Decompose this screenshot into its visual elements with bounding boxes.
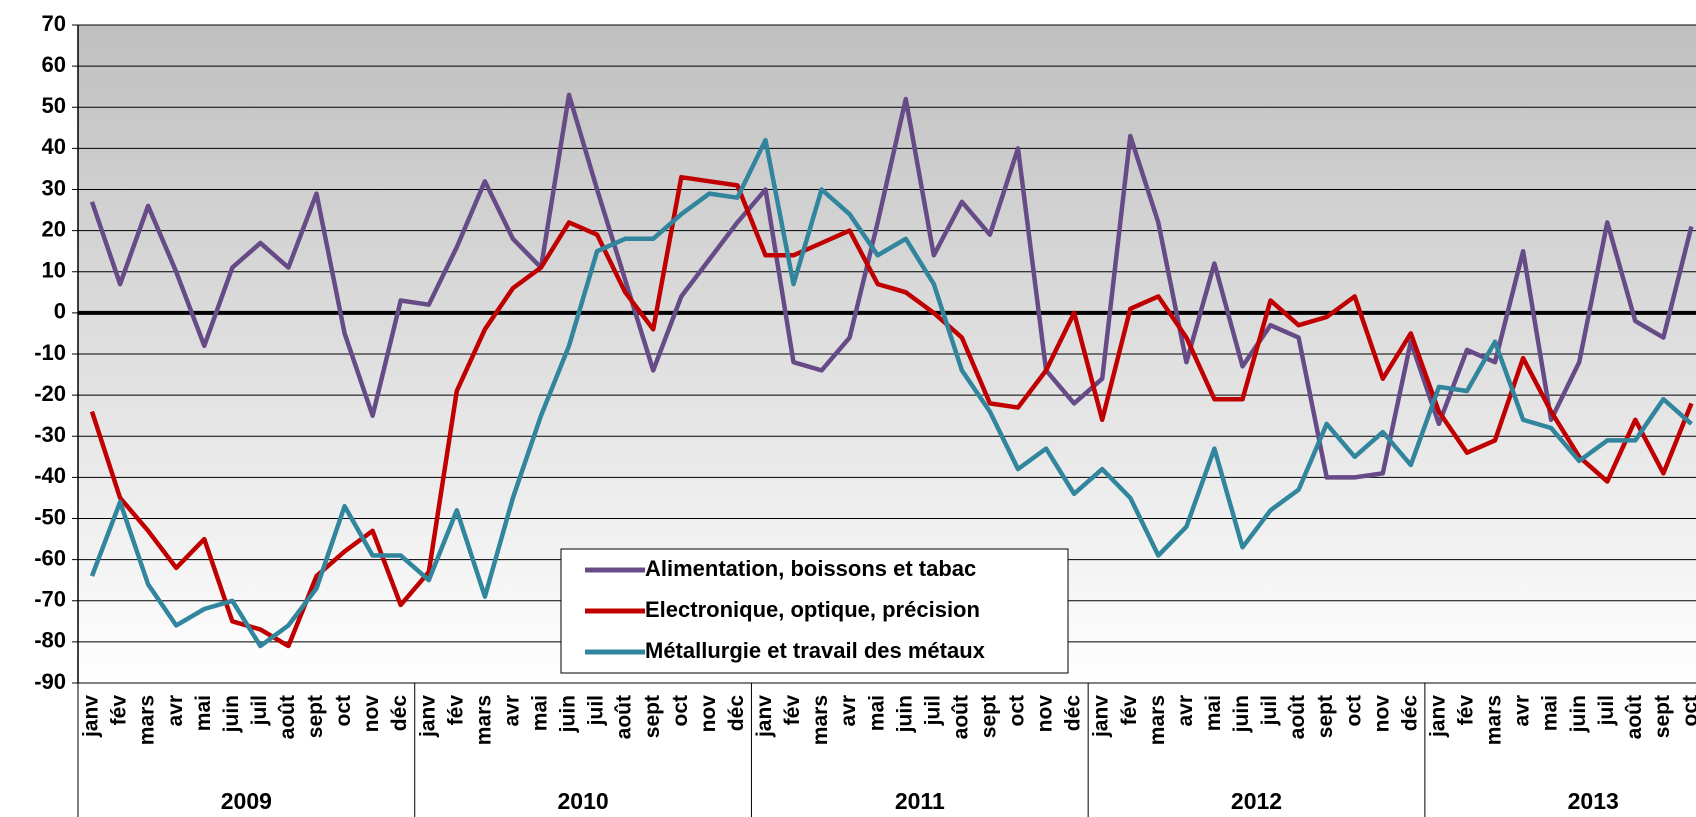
- x-tick-label: mai: [529, 695, 552, 731]
- x-tick-label: mai: [192, 695, 215, 731]
- x-tick-label: juin: [557, 695, 580, 733]
- y-tick-label: 60: [42, 52, 66, 77]
- y-tick-label: -60: [34, 545, 66, 570]
- x-tick-label: déc: [1062, 695, 1085, 732]
- y-tick-label: -40: [34, 463, 66, 488]
- x-tick-label: sept: [1651, 695, 1674, 738]
- y-tick-label: 20: [42, 216, 66, 241]
- series-line: [89, 92, 1694, 480]
- x-tick-label: juin: [1230, 695, 1253, 733]
- y-tick-label: -80: [34, 628, 66, 653]
- x-tick-label: juil: [1595, 695, 1618, 726]
- x-tick-label: avr: [1511, 695, 1534, 727]
- x-tick-label: août: [276, 695, 299, 739]
- x-tick-label: fév: [444, 695, 467, 726]
- x-tick-label: juil: [1258, 695, 1281, 726]
- group-label: 2013: [1568, 788, 1619, 814]
- group-label: 2012: [1231, 788, 1282, 814]
- x-tick-label: sept: [1314, 695, 1337, 738]
- x-tick-label: sept: [977, 695, 1000, 738]
- x-tick-label: nov: [1034, 695, 1057, 733]
- x-tick-label: oct: [1679, 695, 1696, 727]
- series-line: [89, 137, 1693, 649]
- x-tick-label: avr: [164, 695, 187, 727]
- y-tick-label: -10: [34, 340, 66, 365]
- x-tick-label: avr: [1174, 695, 1197, 727]
- x-tick-label: fév: [1455, 695, 1478, 726]
- x-tick-label: déc: [388, 695, 411, 732]
- x-tick-label: août: [1286, 695, 1309, 739]
- group-label: 2010: [557, 788, 608, 814]
- y-tick-label: 0: [54, 299, 66, 324]
- x-tick-label: oct: [1006, 695, 1029, 727]
- x-tick-label: janv: [1090, 695, 1113, 738]
- x-tick-label: juin: [220, 695, 243, 733]
- y-tick-label: 40: [42, 134, 66, 159]
- x-tick-label: mars: [472, 695, 495, 745]
- x-tick-label: oct: [1342, 695, 1365, 727]
- x-tick-label: fév: [108, 695, 131, 726]
- group-label: 2011: [895, 788, 945, 814]
- y-tick-label: -20: [34, 381, 66, 406]
- legend-box: [560, 548, 1069, 674]
- x-tick-label: mars: [1483, 695, 1506, 745]
- x-tick-label: mai: [1202, 695, 1225, 731]
- y-tick-label: -30: [34, 422, 66, 447]
- x-tick-label: fév: [781, 695, 804, 726]
- y-tick-label: 50: [42, 93, 66, 118]
- x-tick-label: juil: [585, 695, 608, 726]
- y-tick-label: 30: [42, 175, 66, 200]
- x-tick-label: oct: [332, 695, 355, 727]
- x-tick-label: mars: [809, 695, 832, 745]
- x-tick-label: août: [1623, 695, 1646, 739]
- x-tick-label: juil: [248, 695, 271, 726]
- x-tick-label: août: [613, 695, 636, 739]
- x-tick-label: juin: [1567, 695, 1590, 733]
- x-tick-label: avr: [837, 695, 860, 727]
- x-tick-label: mars: [1146, 695, 1169, 745]
- y-tick-label: -90: [34, 669, 66, 694]
- x-tick-label: avr: [500, 695, 523, 727]
- x-tick-label: juil: [921, 695, 944, 726]
- x-tick-label: janv: [1426, 695, 1449, 738]
- x-tick-label: janv: [753, 695, 776, 738]
- x-tick-label: janv: [416, 695, 439, 738]
- x-tick-label: mars: [136, 695, 159, 745]
- x-tick-label: nov: [1370, 695, 1393, 733]
- x-tick-label: mai: [1539, 695, 1562, 731]
- x-tick-label: oct: [669, 695, 692, 727]
- x-tick-label: déc: [1398, 695, 1421, 732]
- x-tick-label: déc: [725, 695, 748, 732]
- x-tick-label: nov: [697, 695, 720, 733]
- legend-label: Alimentation, boissons et tabac: [645, 556, 976, 581]
- y-tick-label: -50: [34, 504, 66, 529]
- x-tick-label: août: [949, 695, 972, 739]
- x-tick-label: sept: [641, 695, 664, 738]
- x-tick-label: fév: [1118, 695, 1141, 726]
- x-tick-label: juin: [893, 695, 916, 733]
- legend-label: Métallurgie et travail des métaux: [645, 638, 986, 663]
- group-label: 2009: [221, 788, 272, 814]
- x-tick-label: nov: [360, 695, 383, 733]
- x-tick-label: janv: [80, 695, 103, 738]
- y-tick-label: -70: [34, 587, 66, 612]
- y-tick-label: 10: [42, 258, 66, 283]
- x-tick-label: sept: [304, 695, 327, 738]
- legend-label: Electronique, optique, précision: [645, 597, 980, 622]
- y-tick-label: 70: [42, 11, 66, 36]
- x-tick-label: mai: [865, 695, 888, 731]
- series-line: [89, 174, 1694, 649]
